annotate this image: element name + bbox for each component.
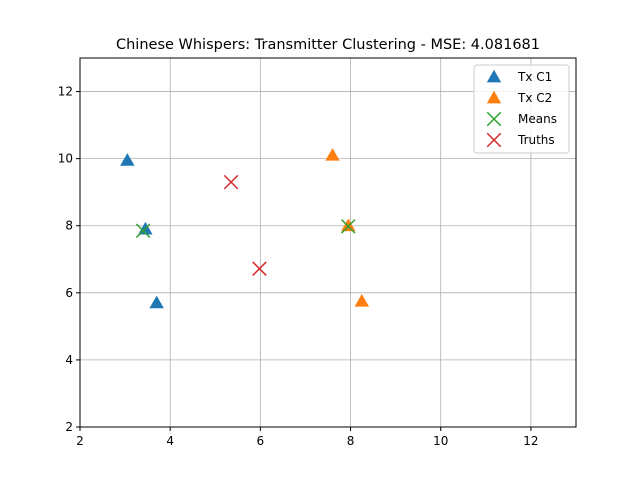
x-axis: 2 4 6 8 10 12 [76, 427, 539, 448]
y-tick-label: 4 [65, 353, 73, 367]
truths-point [252, 261, 267, 276]
tx-c2-point [325, 148, 340, 161]
plot-frame [79, 57, 577, 428]
x-tick-label: 12 [523, 434, 538, 448]
truths-point [223, 174, 239, 190]
means-point [341, 219, 356, 234]
y-tick-label: 2 [65, 420, 73, 434]
legend-label-means: Means [518, 112, 557, 126]
x-tick-label: 10 [433, 434, 448, 448]
y-axis: 2 4 6 8 10 12 [58, 85, 80, 434]
x-tick-label: 8 [347, 434, 355, 448]
legend-marker-tx-c2 [486, 90, 502, 104]
y-tick-label: 6 [65, 286, 73, 300]
legend-label-truths: Truths [517, 133, 555, 147]
tx-c1-point [149, 295, 164, 309]
y-tick-label: 12 [58, 85, 73, 99]
x-tick-label: 4 [166, 434, 174, 448]
legend-box [473, 64, 570, 154]
tx-c2-point [341, 218, 356, 232]
means-point [135, 223, 151, 239]
x-tick-label: 6 [257, 434, 265, 448]
tx-c2-point [354, 294, 370, 307]
data-points [120, 148, 370, 309]
legend-marker-truths [486, 132, 502, 148]
y-tick-label: 8 [65, 219, 73, 233]
legend: Tx C1 Tx C2 Means Truths [473, 64, 570, 154]
legend-marker-tx-c1 [486, 69, 502, 83]
legend-label-tx-c2: Tx C2 [517, 91, 552, 105]
legend-marker-means [486, 111, 502, 127]
tx-c1-point [120, 153, 135, 166]
legend-label-tx-c1: Tx C1 [517, 70, 552, 84]
y-tick-label: 10 [58, 152, 73, 166]
chart-title: Chinese Whispers: Transmitter Clustering… [116, 37, 540, 53]
x-tick-label: 2 [76, 434, 84, 448]
